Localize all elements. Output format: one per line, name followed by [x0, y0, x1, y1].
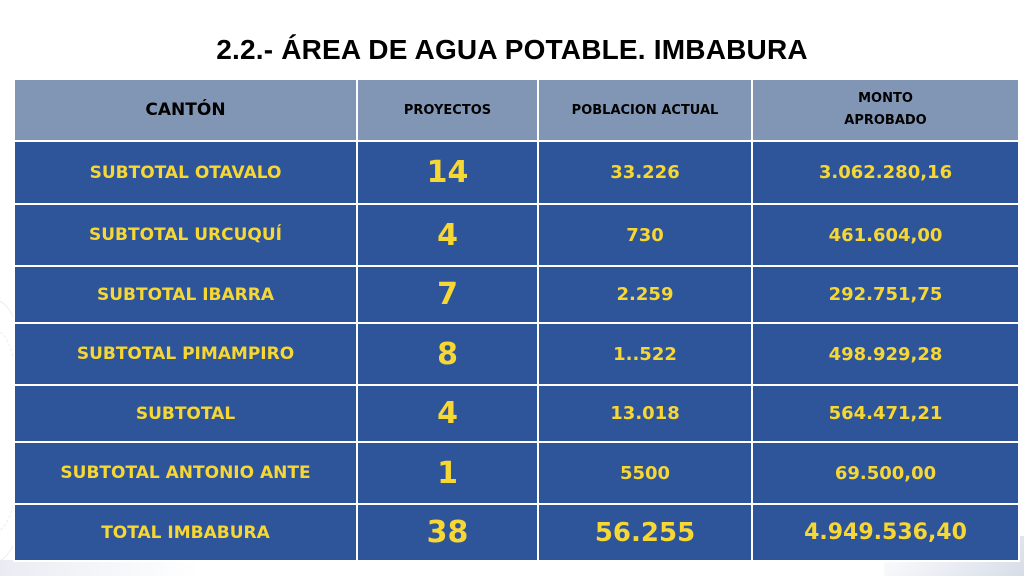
cell-proyectos: 38 [356, 503, 539, 562]
cell-canton: SUBTOTAL [13, 384, 358, 443]
cell-poblacion: 5500 [537, 441, 753, 505]
table-row: SUBTOTAL PIMAMPIRO 8 1..522 498.929,28 [13, 322, 1020, 386]
table-row: SUBTOTAL ANTONIO ANTE 1 5500 69.500,00 [13, 441, 1020, 505]
header-canton: CANTÓN [13, 78, 358, 142]
header-poblacion: POBLACION ACTUAL [537, 78, 753, 142]
table-row: SUBTOTAL IBARRA 7 2.259 292.751,75 [13, 265, 1020, 324]
cell-poblacion: 1..522 [537, 322, 753, 386]
cell-proyectos: 7 [356, 265, 539, 324]
cell-canton: SUBTOTAL OTAVALO [13, 140, 358, 205]
cell-monto: 564.471,21 [751, 384, 1020, 443]
cell-monto: 4.949.536,40 [751, 503, 1020, 562]
cell-poblacion: 56.255 [537, 503, 753, 562]
header-monto-line2: APROBADO [844, 113, 927, 128]
cell-canton: SUBTOTAL URCUQUÍ [13, 203, 358, 267]
cell-canton: SUBTOTAL PIMAMPIRO [13, 322, 358, 386]
table-row-total: TOTAL IMBABURA 38 56.255 4.949.536,40 [13, 503, 1020, 562]
cell-proyectos: 4 [356, 384, 539, 443]
cell-proyectos: 8 [356, 322, 539, 386]
header-proyectos: PROYECTOS [356, 78, 539, 142]
cell-poblacion: 13.018 [537, 384, 753, 443]
cell-monto: 292.751,75 [751, 265, 1020, 324]
slide-title: 2.2.- ÁREA DE AGUA POTABLE. IMBABURA [216, 34, 808, 65]
cell-proyectos: 4 [356, 203, 539, 267]
cell-monto: 461.604,00 [751, 203, 1020, 267]
background-decoration [0, 560, 200, 576]
cell-poblacion: 2.259 [537, 265, 753, 324]
table-row: SUBTOTAL URCUQUÍ 4 730 461.604,00 [13, 203, 1020, 267]
cell-canton: SUBTOTAL IBARRA [13, 265, 358, 324]
cell-monto: 498.929,28 [751, 322, 1020, 386]
cell-poblacion: 33.226 [537, 140, 753, 205]
table-header-row: CANTÓN PROYECTOS POBLACION ACTUAL MONTO … [13, 78, 1020, 142]
header-monto: MONTO APROBADO [751, 78, 1020, 142]
cell-proyectos: 1 [356, 441, 539, 505]
water-projects-table: CANTÓN PROYECTOS POBLACION ACTUAL MONTO … [13, 78, 1020, 562]
table-row: SUBTOTAL OTAVALO 14 33.226 3.062.280,16 [13, 140, 1020, 205]
cell-proyectos: 14 [356, 140, 539, 205]
cell-monto: 69.500,00 [751, 441, 1020, 505]
cell-canton: SUBTOTAL ANTONIO ANTE [13, 441, 358, 505]
cell-canton: TOTAL IMBABURA [13, 503, 358, 562]
header-monto-line1: MONTO [858, 91, 913, 106]
cell-poblacion: 730 [537, 203, 753, 267]
table-row: SUBTOTAL 4 13.018 564.471,21 [13, 384, 1020, 443]
cell-monto: 3.062.280,16 [751, 140, 1020, 205]
